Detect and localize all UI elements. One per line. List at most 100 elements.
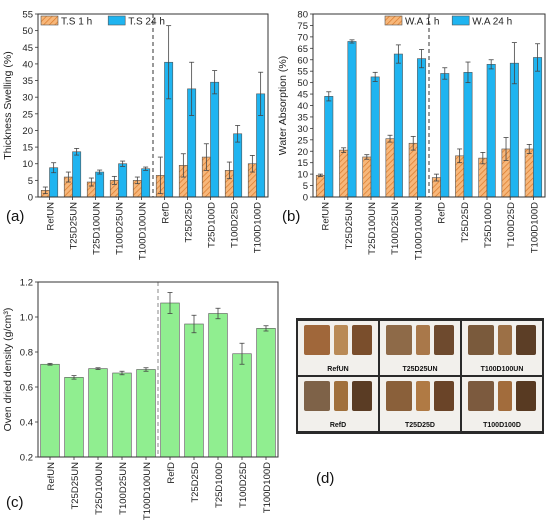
error-bar: [180, 153, 186, 178]
bar: [95, 171, 105, 198]
error-bar: [410, 135, 416, 151]
x-tick-label: T100D100D: [529, 202, 540, 253]
bar: [486, 64, 496, 198]
y-tick-label: 45: [22, 43, 33, 54]
y-tick-label: 65: [297, 44, 308, 55]
y-tick-label: 30: [22, 93, 33, 104]
error-bar: [526, 143, 532, 154]
error-bar: [457, 148, 463, 164]
error-bar: [503, 137, 509, 161]
y-tick-label: 35: [22, 76, 33, 87]
bar: [408, 142, 418, 198]
y-tick-label: 0.4: [20, 418, 33, 429]
error-bar: [215, 307, 221, 320]
error-bar: [143, 367, 149, 372]
bar: [72, 151, 82, 198]
legend: T.S 1 h T.S 24 h: [40, 15, 165, 28]
error-bar: [74, 148, 80, 156]
x-tick-label: T25D100D: [483, 202, 494, 248]
x-tick-label: T25D100D: [207, 202, 218, 248]
error-bar: [364, 154, 370, 160]
specimen-caption: RefUN: [327, 366, 349, 373]
specimen-caption: T100D100UN: [480, 366, 524, 373]
x-tick-label: RefUN: [46, 202, 57, 231]
specimen-photo: T25D25UN: [380, 321, 460, 375]
error-bar: [119, 370, 125, 376]
error-bar: [143, 166, 149, 171]
y-tick-label: 0: [303, 193, 308, 204]
error-bar: [134, 176, 140, 185]
y-tick-label: 5: [28, 176, 33, 187]
bar: [417, 58, 427, 198]
y-tick-label: 45: [297, 90, 308, 101]
panel-label-a: (a): [6, 208, 25, 225]
legend: W.A 1 h W.A 24 h: [384, 15, 512, 28]
y-tick-label: 55: [297, 67, 308, 78]
specimen-caption: T25D25UN: [402, 366, 438, 373]
error-bar: [535, 43, 541, 72]
y-tick-label: 70: [297, 32, 308, 43]
bar: [141, 168, 151, 198]
x-tick-label: RefUN: [321, 202, 332, 231]
chart-oven-dried-density: 0.2 0.4 0.6 0.8 1.0 1.2 Oven dried density (g/…: [2, 278, 279, 520]
x-tick-label: T100D25UN: [390, 202, 401, 255]
plot-frame: [37, 281, 279, 458]
bar: [315, 174, 325, 198]
legend-label: W.A 1 h: [405, 17, 439, 28]
y-tick-label: 5: [303, 181, 308, 192]
error-bar: [249, 155, 255, 173]
x-tick-label: T100D25D: [238, 462, 249, 508]
bar: [256, 328, 276, 458]
y-tick-label: 80: [297, 10, 308, 21]
y-tick-label: 50: [297, 78, 308, 89]
bar: [184, 323, 204, 458]
error-bar: [88, 177, 94, 187]
y-tick-label: 50: [22, 26, 33, 37]
error-bar: [111, 175, 117, 185]
error-bar: [395, 44, 401, 64]
error-bar: [191, 314, 197, 334]
specimen-photo: RefUN: [298, 321, 378, 375]
error-bar: [465, 61, 471, 84]
x-tick-label: RefD: [166, 462, 177, 484]
specimen-photo: RefD: [298, 377, 378, 431]
y-tick-label: 15: [22, 143, 33, 154]
error-bar: [97, 169, 103, 175]
error-bar: [372, 71, 378, 82]
y-tick-label: 40: [22, 59, 33, 70]
x-tick-label: T100D100UN: [142, 462, 153, 520]
panel-label-d: (d): [316, 470, 335, 487]
bar: [160, 302, 180, 458]
error-bar: [341, 147, 347, 153]
y-tick-label: 55: [22, 10, 33, 21]
x-tick-label: T100D100D: [253, 202, 264, 253]
x-tick-label: RefD: [161, 202, 172, 224]
y-tick-label: 0: [28, 193, 33, 204]
legend-label: T.S 1 h: [61, 17, 92, 28]
bar: [64, 377, 84, 458]
bar: [347, 41, 357, 198]
y-axis-label: Oven dried density (g/cm³): [2, 308, 14, 432]
x-tick-label: RefD: [437, 202, 448, 224]
y-tick-label: 30: [297, 124, 308, 135]
y-tick-label: 10: [297, 170, 308, 181]
x-tick-label: T100D100UN: [138, 202, 149, 260]
bar: [524, 148, 534, 198]
y-tick-label: 60: [297, 55, 308, 66]
bar: [533, 57, 543, 198]
error-bar: [433, 173, 439, 182]
y-tick-label: 0.2: [20, 453, 33, 464]
specimen-photo: T100D100UN: [462, 321, 542, 375]
error-bar: [511, 42, 517, 85]
legend-swatch: [107, 15, 126, 26]
y-tick-label: 25: [297, 135, 308, 146]
y-tick-label: 1.0: [20, 313, 33, 324]
error-bar: [65, 171, 71, 183]
x-tick-label: T100D100D: [262, 462, 273, 513]
error-bar: [167, 292, 173, 314]
error-bar: [258, 71, 264, 116]
error-bar: [235, 125, 241, 143]
x-tick-label: T25D100UN: [94, 462, 105, 515]
error-bar: [317, 173, 323, 177]
